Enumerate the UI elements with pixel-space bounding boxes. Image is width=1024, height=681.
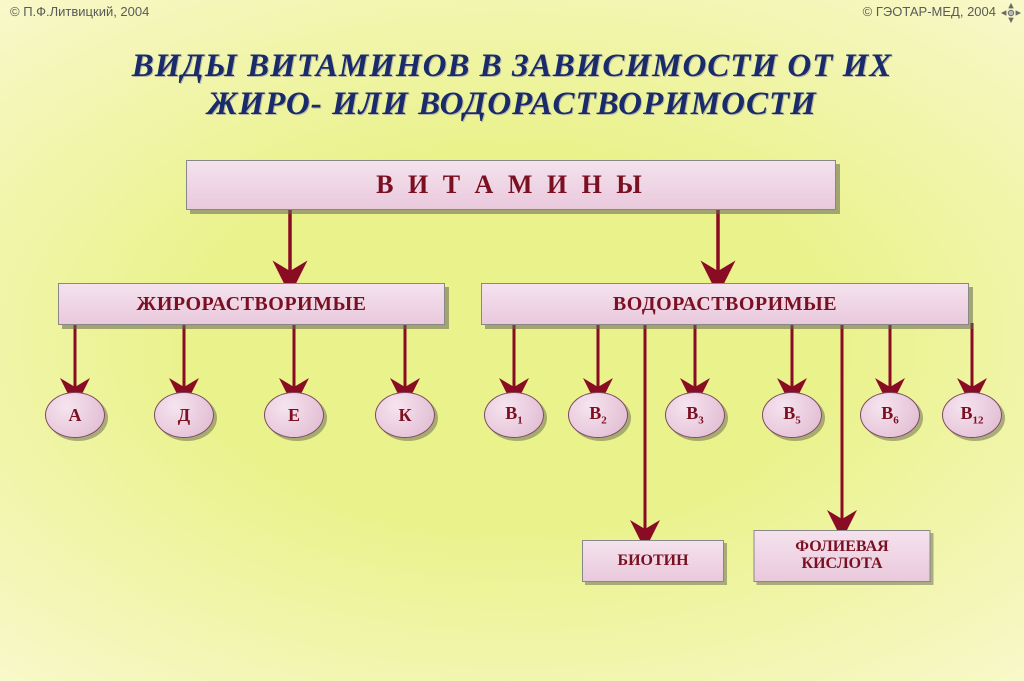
vitamin-node: Е bbox=[264, 392, 324, 438]
root-box: В И Т А М И Н Ы bbox=[186, 160, 836, 210]
vitamin-node: В12 bbox=[942, 392, 1002, 438]
vitamin-node: В6 bbox=[860, 392, 920, 438]
vitamin-node: В5 bbox=[762, 392, 822, 438]
diagram-canvas: © П.Ф.Литвицкий, 2004 © ГЭОТАР-МЕД, 2004… bbox=[0, 0, 1024, 681]
page-title: ВИДЫ ВИТАМИНОВ В ЗАВИСИМОСТИ ОТ ИХ ЖИРО-… bbox=[0, 48, 1024, 124]
vitamin-node: А bbox=[45, 392, 105, 438]
title-line-2: ЖИРО- ИЛИ ВОДОРАСТВОРИМОСТИ bbox=[207, 86, 817, 122]
vitamin-node: В2 bbox=[568, 392, 628, 438]
extra-leaf-box: ФОЛИЕВАЯКИСЛОТА bbox=[754, 530, 931, 582]
vitamin-node: Д bbox=[154, 392, 214, 438]
title-line-1: ВИДЫ ВИТАМИНОВ В ЗАВИСИМОСТИ ОТ ИХ bbox=[132, 48, 893, 84]
vitamin-node: В1 bbox=[484, 392, 544, 438]
nav-arrows-icon bbox=[1000, 2, 1022, 24]
group-box-fat: ЖИРОРАСТВОРИМЫЕ bbox=[58, 283, 445, 325]
extra-leaf-box: БИОТИН bbox=[582, 540, 724, 582]
group-box-water: ВОДОРАСТВОРИМЫЕ bbox=[481, 283, 969, 325]
vitamin-node: В3 bbox=[665, 392, 725, 438]
copyright-left: © П.Ф.Литвицкий, 2004 bbox=[10, 4, 149, 19]
copyright-right: © ГЭОТАР-МЕД, 2004 bbox=[863, 4, 996, 19]
vitamin-node: К bbox=[375, 392, 435, 438]
